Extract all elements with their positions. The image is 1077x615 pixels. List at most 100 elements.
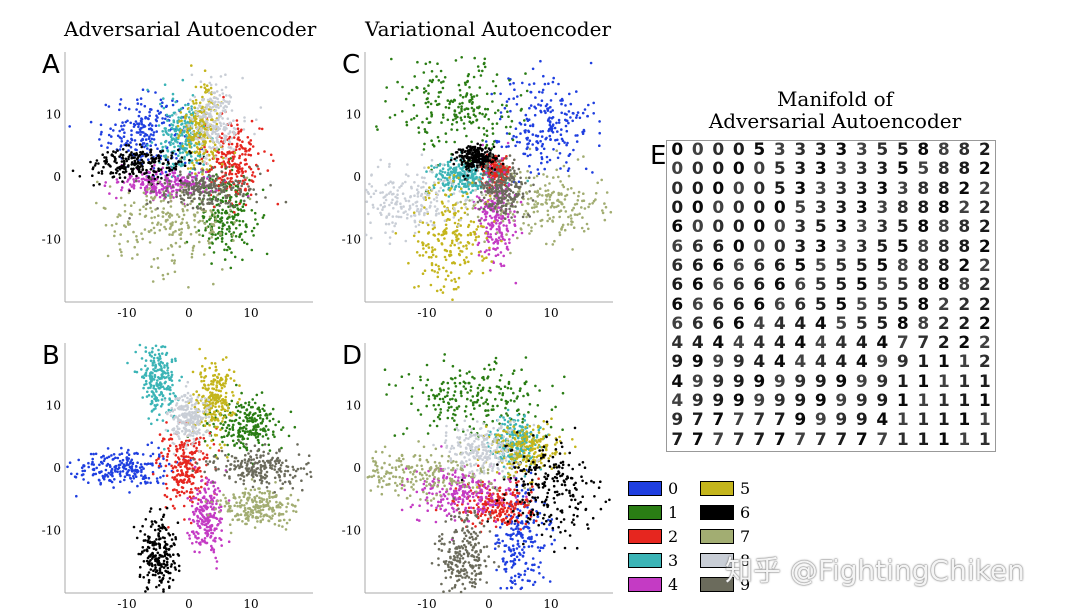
scatter-point xyxy=(151,280,155,283)
scatter-point xyxy=(145,133,149,137)
scatter-point xyxy=(199,511,202,515)
scatter-point xyxy=(152,138,156,141)
scatter-point xyxy=(263,465,266,468)
scatter-point xyxy=(209,164,212,168)
scatter-point xyxy=(277,514,281,517)
scatter-point xyxy=(430,113,434,116)
scatter-point xyxy=(214,100,217,104)
scatter-point xyxy=(152,554,155,558)
scatter-point xyxy=(222,178,226,182)
scatter-point xyxy=(198,129,202,132)
scatter-point xyxy=(157,157,161,160)
scatter-point xyxy=(173,507,176,510)
scatter-point xyxy=(437,79,441,82)
scatter-point xyxy=(536,141,540,145)
scatter-point xyxy=(191,411,195,415)
scatter-point xyxy=(170,154,173,157)
scatter-point xyxy=(151,472,155,476)
scatter-point xyxy=(172,142,175,145)
scatter-point xyxy=(228,227,231,230)
scatter-point xyxy=(228,194,231,197)
scatter-point xyxy=(126,139,129,143)
scatter-point xyxy=(189,459,192,462)
scatter-point xyxy=(222,106,225,109)
scatter-point xyxy=(212,208,215,212)
scatter-point xyxy=(226,459,230,463)
scatter-point xyxy=(126,240,130,243)
scatter-point xyxy=(207,387,210,390)
scatter-point xyxy=(272,159,275,163)
scatter-point xyxy=(531,143,534,146)
scatter-point xyxy=(167,201,170,204)
scatter-point xyxy=(170,133,173,136)
scatter-point xyxy=(119,98,123,101)
scatter-point xyxy=(262,515,265,518)
scatter-point xyxy=(139,103,143,106)
scatter-point xyxy=(230,399,234,403)
scatter-point xyxy=(267,482,271,485)
scatter-point xyxy=(141,524,144,528)
scatter-point xyxy=(199,517,202,520)
scatter-point xyxy=(190,155,193,158)
scatter-point xyxy=(238,165,241,169)
scatter-point xyxy=(115,161,118,165)
scatter-point xyxy=(116,470,119,474)
scatter-point xyxy=(547,107,550,110)
scatter-point xyxy=(139,552,142,556)
scatter-point xyxy=(141,88,145,91)
scatter-point xyxy=(179,197,183,200)
scatter-point xyxy=(263,467,266,471)
scatter-point xyxy=(247,452,250,455)
scatter-point xyxy=(157,383,161,387)
scatter-point xyxy=(297,453,301,456)
scatter-point xyxy=(212,443,216,446)
scatter-point xyxy=(93,164,97,167)
scatter-point xyxy=(130,133,133,137)
scatter-point xyxy=(236,459,240,463)
cluster-0 xyxy=(484,59,601,184)
scatter-point xyxy=(104,468,108,472)
scatter-point xyxy=(220,449,224,453)
scatter-point xyxy=(228,419,232,422)
scatter-point xyxy=(180,443,184,446)
scatter-point xyxy=(172,231,175,234)
scatter-point xyxy=(208,113,211,116)
scatter-point xyxy=(257,425,260,428)
scatter-point xyxy=(219,538,223,541)
scatter-point xyxy=(191,370,195,374)
scatter-point xyxy=(228,506,232,510)
scatter-point xyxy=(186,131,189,134)
scatter-point xyxy=(147,546,151,550)
scatter-point xyxy=(169,377,172,380)
scatter-point xyxy=(169,143,172,147)
scatter-point xyxy=(178,437,181,440)
scatter-point xyxy=(264,424,268,428)
scatter-point xyxy=(173,180,177,184)
scatter-point xyxy=(223,474,226,477)
scatter-point xyxy=(148,510,152,513)
scatter-point xyxy=(171,185,175,188)
scatter-point xyxy=(578,116,582,120)
scatter-point xyxy=(212,157,216,160)
scatter-point xyxy=(107,105,111,108)
scatter-point xyxy=(168,577,172,580)
scatter-point xyxy=(130,185,134,188)
scatter-point xyxy=(227,423,230,427)
scatter-point xyxy=(542,74,545,78)
scatter-point xyxy=(222,122,225,125)
scatter-point xyxy=(184,444,188,447)
scatter-point xyxy=(222,160,225,163)
scatter-point xyxy=(154,366,157,370)
scatter-point xyxy=(120,188,123,192)
scatter-point xyxy=(194,509,198,513)
scatter-point xyxy=(257,167,260,171)
scatter-point xyxy=(187,455,190,459)
scatter-point xyxy=(228,130,232,133)
scatter-point xyxy=(266,514,269,517)
cluster-9 xyxy=(191,440,313,494)
scatter-point xyxy=(166,566,170,570)
scatter-point xyxy=(223,443,226,447)
scatter-point xyxy=(180,469,183,472)
scatter-point xyxy=(208,366,211,370)
scatter-point xyxy=(80,473,84,477)
